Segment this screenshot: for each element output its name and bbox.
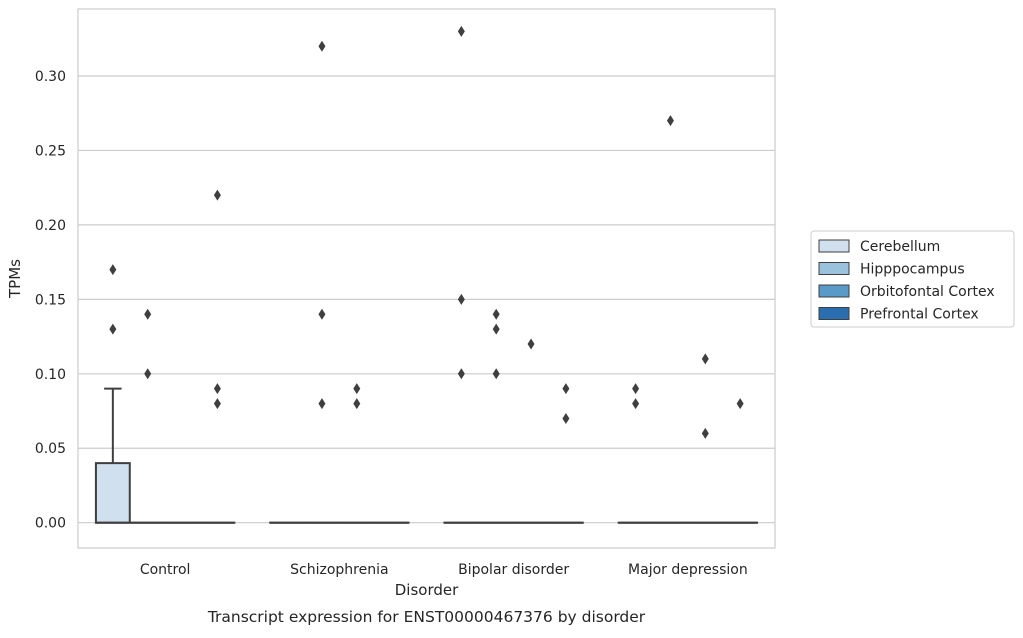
legend-swatch — [819, 285, 849, 297]
plot-frame — [78, 9, 775, 548]
x-tick-label: Bipolar disorder — [458, 562, 569, 578]
x-tick-label: Major depression — [628, 562, 748, 578]
y-tick-label: 0.30 — [35, 69, 66, 85]
outlier-point — [632, 398, 639, 409]
box-group — [479, 309, 513, 523]
outlier-point — [702, 428, 709, 439]
outlier-point — [528, 339, 535, 350]
outlier-point — [493, 324, 500, 335]
box-group — [305, 41, 339, 523]
box-group — [688, 353, 722, 522]
y-tick-label: 0.05 — [35, 441, 66, 457]
outlier-point — [109, 264, 116, 275]
box-group — [200, 190, 234, 523]
outlier-point — [702, 353, 709, 364]
outlier-point — [562, 413, 569, 424]
outlier-point — [493, 368, 500, 379]
outlier-point — [214, 398, 221, 409]
outlier-point — [109, 324, 116, 335]
legend: Cerebellum Hipppocampus Orbitofontal Corte… — [811, 231, 1014, 327]
grid-lines — [78, 76, 775, 523]
legend-swatch — [819, 263, 849, 275]
x-tick-label: Control — [140, 562, 191, 578]
y-tick-label: 0.10 — [35, 367, 66, 383]
legend-label: Orbitofontal Cortex — [860, 284, 995, 300]
outlier-point — [632, 383, 639, 394]
box-body — [96, 463, 130, 523]
y-tick-label: 0.20 — [35, 218, 66, 234]
outlier-point — [458, 26, 465, 37]
x-tick-labels: Control Schizophrenia Bipolar disorder Majo… — [140, 562, 748, 578]
box-group — [549, 383, 583, 523]
y-tick-label: 0.00 — [35, 516, 66, 532]
y-axis-label: TPMs — [6, 259, 24, 299]
chart-caption: Transcript expression for ENST0000046737… — [207, 608, 646, 626]
outlier-point — [318, 309, 325, 320]
box-group — [619, 383, 653, 523]
outlier-point — [214, 383, 221, 394]
outlier-point — [318, 41, 325, 52]
y-tick-label: 0.15 — [35, 292, 66, 308]
outlier-point — [667, 115, 674, 126]
box-group — [340, 383, 374, 523]
box-group — [514, 339, 548, 523]
outlier-point — [214, 190, 221, 201]
outlier-point — [737, 398, 744, 409]
outlier-point — [144, 368, 151, 379]
box-group — [96, 264, 130, 523]
y-tick-labels: 0.00 0.05 0.10 0.15 0.20 0.25 0.30 — [35, 69, 66, 532]
x-tick-label: Schizophrenia — [290, 562, 388, 578]
box-group — [723, 398, 757, 523]
outlier-point — [144, 309, 151, 320]
legend-label: Prefrontal Cortex — [860, 307, 979, 323]
box-group — [654, 115, 688, 523]
legend-swatch — [819, 308, 849, 320]
y-tick-label: 0.25 — [35, 143, 66, 159]
legend-label: Cerebellum — [860, 239, 940, 255]
outlier-point — [562, 383, 569, 394]
x-axis-label: Disorder — [395, 581, 459, 599]
outlier-point — [458, 294, 465, 305]
outlier-point — [353, 383, 360, 394]
legend-swatch — [819, 240, 849, 252]
outlier-point — [318, 398, 325, 409]
outlier-point — [353, 398, 360, 409]
outlier-point — [493, 309, 500, 320]
legend-label: Hipppocampus — [860, 262, 965, 278]
outlier-point — [458, 368, 465, 379]
box-group — [131, 309, 165, 523]
